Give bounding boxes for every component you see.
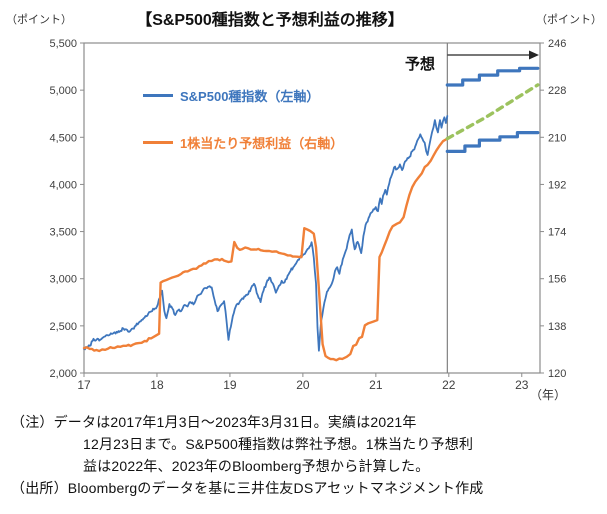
x-axis-tick-label: 18 [150, 378, 164, 392]
x-axis-tick-label: 23 [515, 378, 529, 392]
note-line: （注）データは2017年1月3日～2023年3月31日。実績は2021年 [11, 414, 417, 430]
left-axis-tick-label: 2,500 [49, 321, 77, 333]
x-axis-tick-label: 17 [77, 378, 91, 392]
chart-notes: （注）データは2017年1月3日～2023年3月31日。実績は2021年 12月… [11, 411, 483, 499]
chart-title: 【S&P500種指数と予想利益の推移】 [136, 12, 404, 29]
right-axis-tick-label: 192 [548, 179, 566, 191]
legend-label-eps: 1株当たり予想利益（右軸） [180, 136, 344, 151]
right-axis-tick-label: 138 [548, 321, 566, 333]
legend-item-sp500: S&P500種指数（左軸） [143, 86, 319, 105]
left-axis-tick-label: 3,000 [49, 274, 77, 286]
right-axis-tick-label: 246 [548, 38, 566, 50]
legend-item-eps: 1株当たり予想利益（右軸） [143, 133, 343, 152]
right-axis-tick-label: 156 [548, 274, 566, 286]
eps-line-swatch [143, 141, 173, 144]
sp500-forecast-lower-line [445, 131, 540, 153]
plot-frame [83, 42, 541, 374]
left-axis-tick-label: 5,000 [49, 85, 77, 97]
left-axis-tick-label: 5,500 [49, 38, 77, 50]
sp500-actual-line [83, 115, 449, 352]
x-axis-tick-label: 20 [296, 378, 310, 392]
eps-actual-line [82, 137, 449, 362]
right-axis-tick-label: 210 [548, 132, 566, 144]
legend-label-sp500: S&P500種指数（左軸） [180, 89, 320, 104]
eps-forecast-line [445, 83, 540, 141]
left-axis-tick-label: 3,500 [49, 227, 77, 239]
note-line: （出所）Bloombergのデータを基に三井住友DSアセットマネジメント作成 [11, 480, 484, 496]
forecast-label: 予想 [404, 56, 435, 73]
right-axis-tick-label: 120 [548, 368, 566, 380]
x-axis-tick-label: 21 [369, 378, 383, 392]
right-axis-unit-label: （ポイント） [536, 14, 602, 26]
left-axis-unit-label: （ポイント） [6, 14, 72, 26]
right-axis-tick-label: 174 [548, 227, 566, 239]
left-axis-tick-label: 2,000 [49, 368, 77, 380]
left-axis-tick-label: 4,000 [49, 179, 77, 191]
sp500-forecast-upper-line [445, 66, 540, 87]
note-line: 12月23日まで。S&P500種指数は弊社予想。1株当たり予想利 [83, 436, 474, 452]
sp500-line-swatch [143, 94, 173, 97]
note-line: 益は2022年、2023年のBloomberg予想から計算した。 [83, 458, 430, 474]
x-axis-unit-label: （年） [530, 388, 567, 402]
left-axis-tick-label: 4,500 [49, 132, 77, 144]
x-axis-tick-label: 22 [442, 378, 456, 392]
x-axis-tick-label: 19 [223, 378, 237, 392]
forecast-arrow-head [529, 50, 539, 60]
right-axis-tick-label: 228 [548, 85, 566, 97]
